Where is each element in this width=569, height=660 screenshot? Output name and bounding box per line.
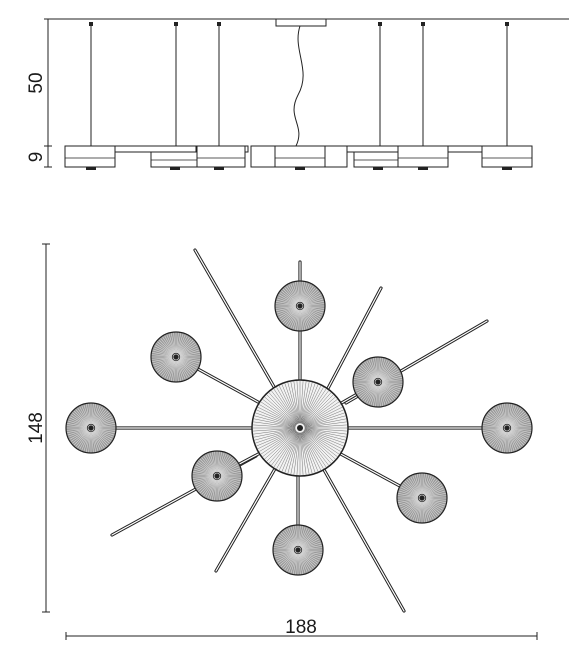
shade-height-label: 9 xyxy=(26,152,47,163)
shade-disc xyxy=(274,280,326,332)
central-hub xyxy=(251,379,349,477)
shade-disc xyxy=(396,472,448,524)
plan-view: 148 188 xyxy=(26,243,538,640)
suspension-wires xyxy=(90,24,508,146)
overall-width-label: 188 xyxy=(285,617,317,638)
shade-disc xyxy=(352,356,404,408)
elevation-view: 50 9 xyxy=(26,18,569,170)
power-cable xyxy=(293,25,304,147)
elevation-shades xyxy=(64,145,533,168)
plan-shades xyxy=(65,280,533,576)
elevation-dimension-line xyxy=(44,18,52,168)
shade-disc xyxy=(150,331,202,383)
overall-depth-label: 148 xyxy=(26,412,47,444)
hub-center-dot xyxy=(297,425,303,431)
depth-dimension-line xyxy=(42,243,50,613)
ceiling-canopy xyxy=(275,18,327,27)
wire-anchors xyxy=(89,22,509,26)
shade-disc xyxy=(272,524,324,576)
shade-disc xyxy=(65,402,117,454)
bulb-tips xyxy=(86,167,512,170)
shade-disc xyxy=(191,450,243,502)
shade-midlines xyxy=(65,157,532,161)
shade-disc xyxy=(481,402,533,454)
width-dimension-line xyxy=(65,632,538,640)
drop-height-label: 50 xyxy=(26,72,47,93)
